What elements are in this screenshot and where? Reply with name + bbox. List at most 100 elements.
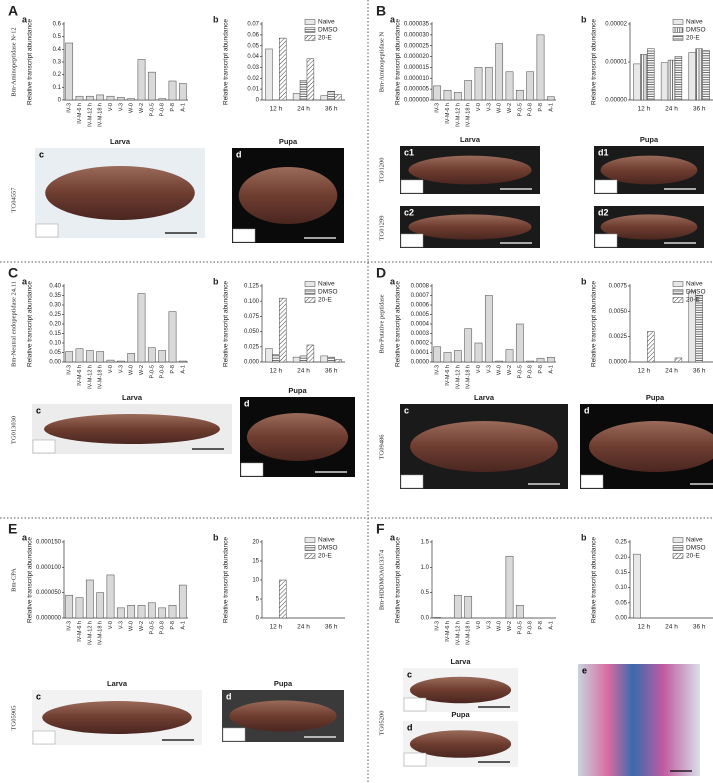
specimen-code: TG01299	[378, 216, 385, 241]
photo-caption: Larva	[122, 393, 143, 402]
x-tick-label: W-0	[129, 621, 135, 631]
inset	[580, 474, 604, 489]
x-tick-label: 12 h	[270, 624, 283, 631]
photo-caption: Larva	[110, 137, 131, 146]
x-tick-label: W-2	[507, 103, 513, 113]
y-tick-label: 0.4	[53, 47, 62, 53]
x-tick-label: A-1	[180, 103, 186, 112]
x-tick-label: A-1	[548, 621, 554, 630]
bar	[674, 56, 683, 101]
x-tick-label: P-0-5	[517, 621, 523, 634]
y-tick-label: 0.0006	[411, 303, 430, 309]
specimen	[589, 421, 713, 472]
legend-swatch	[672, 19, 684, 25]
x-tick-label: 12 h	[638, 106, 651, 113]
y-axis-title: Relative transcript abundance	[591, 537, 598, 623]
bar	[147, 602, 156, 619]
bar	[633, 553, 641, 619]
bar	[453, 92, 462, 101]
y-tick-label: 0.00000	[605, 98, 627, 104]
x-tick-label: IV-M-6 h	[77, 103, 83, 124]
y-tick-label: 0.0004	[411, 322, 430, 328]
inset	[222, 727, 246, 742]
bar	[546, 96, 555, 101]
y-axis-title: Relative transcript abundance	[395, 537, 402, 623]
x-tick-label: P-0-5	[517, 103, 523, 116]
specimen-code: TG013030	[10, 416, 17, 444]
specimen	[600, 155, 698, 185]
bar	[443, 89, 452, 101]
x-tick-label: IV-M-6 h	[445, 365, 451, 386]
bar	[688, 52, 696, 101]
bar	[96, 351, 105, 363]
y-tick-label: 0.00	[615, 616, 627, 622]
y-tick-label: 0.0005	[411, 312, 430, 318]
bar	[279, 579, 287, 619]
inset	[240, 462, 264, 477]
bar	[495, 43, 504, 101]
legend-label: Naive	[686, 281, 703, 288]
y-tick-label: 0.6	[53, 22, 62, 28]
x-tick-label: IV-M-18 h	[98, 621, 104, 645]
bar	[647, 48, 655, 101]
y-tick-label: 0.100	[244, 299, 260, 305]
x-tick-label: V-0	[108, 103, 114, 111]
legend-swatch	[672, 297, 684, 303]
specimen-code: TG04557	[10, 187, 17, 213]
bar	[327, 356, 335, 363]
y-tick-label: 0.05	[615, 600, 627, 606]
x-tick-label: IV-3	[67, 103, 73, 113]
panel-letter: A	[8, 3, 18, 19]
x-tick-label: IV-M-6 h	[445, 621, 451, 642]
x-tick-label: A-1	[548, 103, 554, 112]
bar	[505, 555, 514, 619]
bar	[526, 71, 535, 101]
specimen	[408, 155, 532, 185]
x-tick-label: P-0-5	[517, 365, 523, 378]
bar	[667, 59, 676, 101]
bar	[137, 605, 146, 619]
photo-caption: Larva	[474, 393, 495, 402]
photo	[578, 664, 700, 776]
bar	[75, 348, 84, 363]
y-tick-label: 1.0	[421, 565, 430, 571]
x-tick-label: V-3	[486, 365, 492, 373]
bar	[433, 346, 442, 363]
bar	[536, 357, 545, 363]
x-tick-label: IV-M-6 h	[445, 103, 451, 124]
y-tick-label: 0.3	[53, 60, 62, 66]
x-tick-label: IV-M-18 h	[98, 365, 104, 389]
bar	[546, 357, 555, 363]
photo-caption: Pupa	[288, 386, 307, 395]
bar	[515, 89, 524, 101]
x-tick-label: P-0-8	[528, 103, 534, 116]
x-tick-label: 24 h	[665, 106, 678, 113]
bar	[85, 95, 94, 101]
x-tick-label: 12 h	[638, 624, 651, 631]
bar	[178, 584, 187, 619]
x-tick-label: P-0-8	[160, 365, 166, 378]
photo-tag: c2	[404, 207, 414, 217]
legend-label: DMSO	[686, 545, 706, 552]
y-tick-label: 0.0000	[411, 360, 430, 366]
bar	[515, 605, 524, 619]
y-tick-label: 0.5	[53, 34, 62, 40]
bar	[633, 63, 641, 101]
legend-label: 20-E	[686, 553, 700, 560]
y-tick-label: 0.000025	[404, 43, 430, 49]
y-tick-label: 10	[252, 578, 259, 584]
bar	[464, 595, 473, 619]
legend-label: 20-E	[686, 297, 700, 304]
bar	[474, 342, 483, 363]
photo-tag: c	[36, 405, 41, 415]
x-tick-label: P-8	[538, 621, 544, 630]
x-tick-label: P-0-5	[149, 365, 155, 378]
bar	[320, 95, 328, 101]
x-tick-label: IV-M-12 h	[87, 365, 93, 389]
bar	[515, 323, 524, 363]
x-tick-label: P-8	[538, 365, 544, 374]
photo-tag: d	[236, 149, 242, 159]
inset	[32, 730, 56, 745]
bar	[85, 579, 94, 619]
photo-caption: Pupa	[274, 679, 293, 688]
